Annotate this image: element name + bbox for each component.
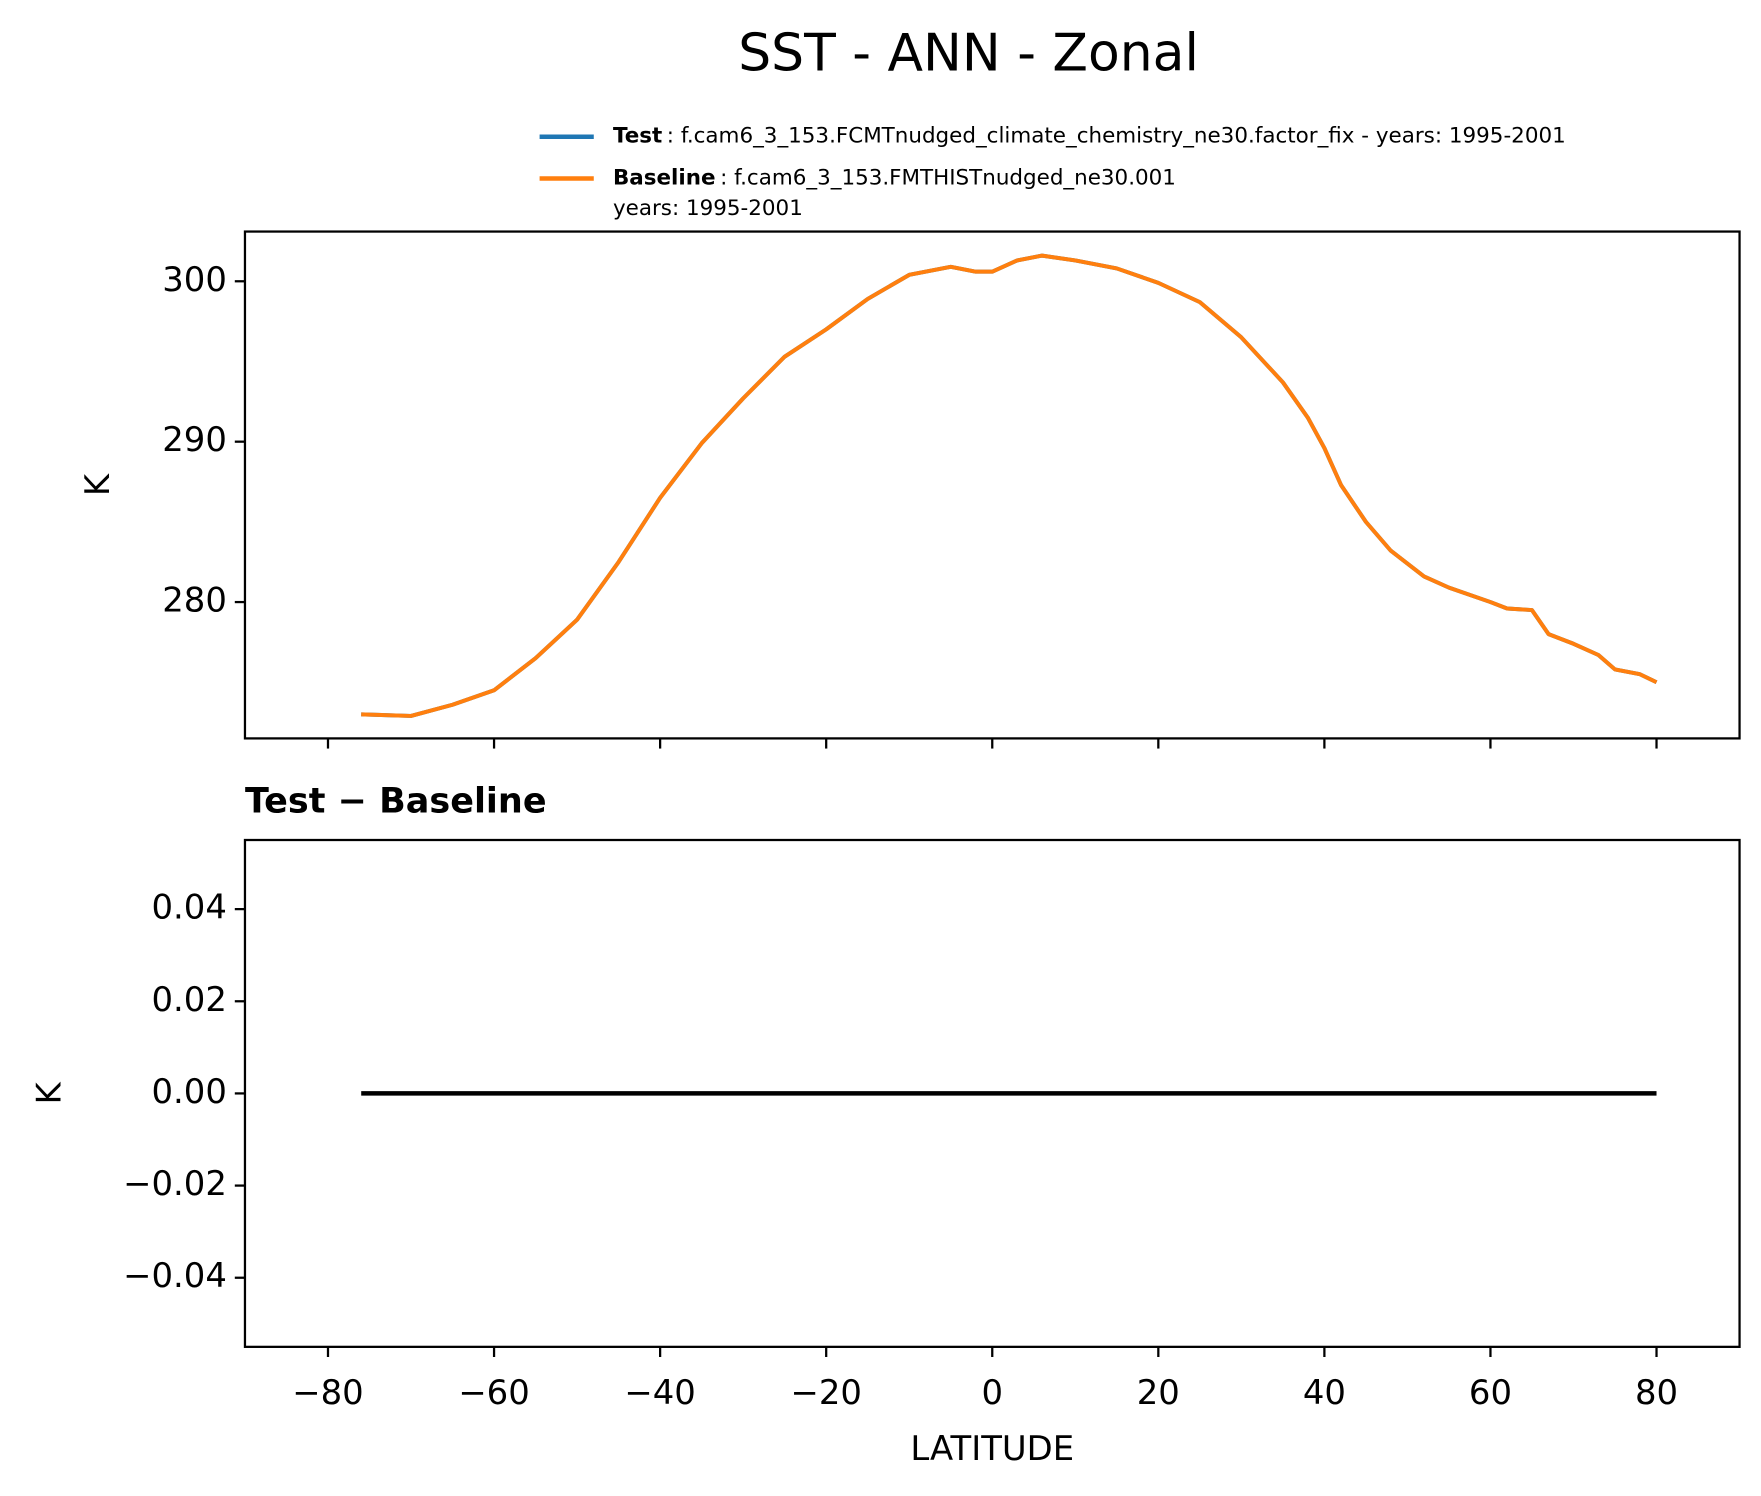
axes-frame: [243, 838, 1741, 1348]
x-tick-label: 20: [1137, 1373, 1180, 1412]
y-tick-label: 280: [162, 581, 227, 620]
x-tick-label: 40: [1303, 1373, 1346, 1412]
x-tick-label: 80: [1635, 1373, 1678, 1412]
x-tick-label: −80: [292, 1373, 363, 1412]
x-tick-label: 0: [981, 1373, 1003, 1412]
x-tick-label: −60: [458, 1373, 529, 1412]
x-tick-label: −20: [790, 1373, 861, 1412]
y-axis-label: K: [78, 473, 117, 496]
y-axis-label: K: [29, 1082, 68, 1105]
y-tick-label: −0.04: [123, 1256, 227, 1295]
y-tick-label: 300: [162, 260, 227, 299]
axes-frame: [243, 230, 1741, 740]
x-axis-label: LATITUDE: [910, 1429, 1074, 1468]
y-tick-label: 0.04: [152, 888, 227, 927]
figure-title: SST - ANN - Zonal: [738, 24, 1199, 84]
y-tick-label: 290: [162, 420, 227, 459]
legend-name: Test: [613, 124, 662, 149]
legend-text: : f.cam6_3_153.FMTHISTnudged_ne30.001: [720, 165, 1176, 190]
legend-text: : f.cam6_3_153.FCMTnudged_climate_chemis…: [667, 124, 1566, 149]
legend-entry: Baseline: f.cam6_3_153.FMTHISTnudged_ne3…: [613, 165, 1176, 190]
y-tick-label: 0.00: [152, 1072, 227, 1111]
legend-text: years: 1995-2001: [613, 196, 803, 221]
x-tick-label: 60: [1469, 1373, 1512, 1412]
legend-entry: Test: f.cam6_3_153.FCMTnudged_climate_ch…: [613, 124, 1566, 149]
y-tick-label: 0.02: [152, 980, 227, 1019]
y-tick-label: −0.02: [123, 1164, 227, 1203]
data-line: [361, 253, 1658, 718]
legend-name: Baseline: [613, 165, 716, 190]
x-tick-label: −40: [624, 1373, 695, 1412]
data-line: [361, 253, 1658, 718]
subplot-title: Test − Baseline: [245, 782, 547, 822]
